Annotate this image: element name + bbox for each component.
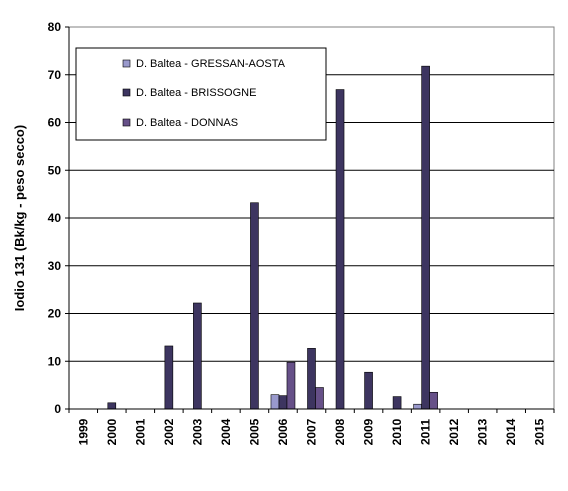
- x-axis-ticks: 1999 2000 2001 2002 2003 2004 2005 2006 2007 2008…: [68, 409, 555, 445]
- legend-swatch: [122, 88, 131, 97]
- bar: [315, 387, 324, 410]
- x-tick-label: 2002: [162, 418, 176, 445]
- bar: [286, 361, 296, 410]
- y-tick-label: 40: [48, 211, 62, 225]
- legend-label: D. Baltea - GRESSAN-AOSTA: [136, 58, 286, 70]
- y-tick-label: 60: [48, 116, 62, 130]
- y-tick-label: 0: [54, 402, 61, 416]
- x-tick-label: 2009: [362, 418, 376, 445]
- y-tick-label: 70: [48, 68, 62, 82]
- bar: [164, 345, 174, 410]
- x-tick-label: 2006: [276, 418, 290, 445]
- legend-swatch: [122, 118, 131, 127]
- x-tick-label: 2000: [105, 418, 119, 445]
- x-tick-label: 2010: [390, 418, 404, 445]
- legend-swatch: [122, 59, 131, 68]
- legend-label: D. Baltea - DONNAS: [136, 117, 238, 129]
- y-tick-label: 80: [48, 20, 62, 34]
- bar: [421, 65, 430, 410]
- bar: [193, 302, 202, 410]
- bar: [307, 348, 316, 410]
- bar: [250, 202, 259, 410]
- bar: [413, 403, 422, 410]
- y-axis-ticks: 0 10 20 30 40 50 60 70 80: [48, 20, 554, 416]
- x-tick-label: 2003: [190, 418, 204, 445]
- legend: D. Baltea - GRESSAN-AOSTA D. Baltea - BRI…: [75, 47, 327, 141]
- bar: [270, 394, 280, 410]
- x-tick-label: 2012: [447, 418, 461, 445]
- x-tick-label: 2014: [504, 418, 518, 445]
- x-tick-label: 2005: [247, 418, 261, 445]
- bar: [364, 371, 373, 410]
- x-tick-label: 2001: [133, 418, 147, 445]
- y-axis-label: Iodio 131 (Bk/kg - peso secco): [12, 125, 27, 311]
- x-tick-label: 2015: [533, 418, 547, 445]
- y-tick-label: 20: [48, 307, 62, 321]
- x-tick-label: 2013: [476, 418, 490, 445]
- x-tick-label: 1999: [76, 418, 90, 445]
- x-tick-label: 2007: [305, 418, 319, 445]
- y-tick-label: 10: [48, 354, 62, 368]
- x-tick-label: 2004: [219, 418, 233, 445]
- bar: [392, 396, 402, 410]
- bar: [107, 402, 117, 410]
- x-tick-label: 2008: [333, 418, 347, 445]
- legend-label: D. Baltea - BRISSOGNE: [136, 87, 256, 99]
- bar: [429, 391, 438, 410]
- legend-box: [75, 47, 327, 141]
- y-tick-label: 30: [48, 259, 62, 273]
- x-tick-label: 2011: [419, 419, 433, 445]
- y-tick-label: 50: [48, 163, 62, 177]
- bar: [335, 89, 345, 410]
- bar: [278, 395, 288, 410]
